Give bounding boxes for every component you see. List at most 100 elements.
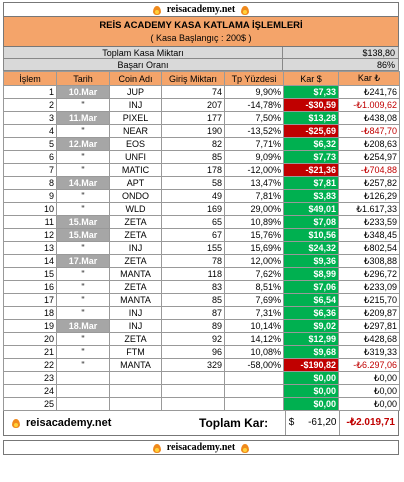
row-coin: ZETA bbox=[109, 332, 162, 346]
row-profit-tl: ₺438,08 bbox=[338, 111, 400, 125]
row-profit-tl: ₺297,81 bbox=[338, 319, 400, 333]
brand-bar-top: reisacademy.net bbox=[3, 2, 399, 17]
header-tp: Tp Yüzdesi bbox=[224, 71, 284, 86]
row-profit-usd: $6,54 bbox=[283, 293, 339, 307]
row-index: 24 bbox=[3, 384, 57, 398]
row-amount: 118 bbox=[161, 267, 225, 281]
row-date: " bbox=[56, 202, 110, 216]
row-date: " bbox=[56, 293, 110, 307]
row-amount bbox=[161, 397, 225, 411]
row-date: 11.Mar bbox=[56, 111, 110, 125]
row-amount: 190 bbox=[161, 124, 225, 138]
row-date: 10.Mar bbox=[56, 85, 110, 99]
row-index: 13 bbox=[3, 241, 57, 255]
row-profit-usd: $7,73 bbox=[283, 150, 339, 164]
row-date: " bbox=[56, 150, 110, 164]
row-tp-percent: 9,90% bbox=[224, 85, 284, 99]
row-coin: MANTA bbox=[109, 358, 162, 372]
row-profit-usd: $7,81 bbox=[283, 176, 339, 190]
flame-icon bbox=[152, 443, 161, 453]
row-profit-usd: -$30,59 bbox=[283, 98, 339, 112]
row-date: " bbox=[56, 332, 110, 346]
total-profit-usd-value: -61,20 bbox=[308, 417, 337, 428]
row-profit-usd: $9,36 bbox=[283, 254, 339, 268]
row-profit-tl: ₺215,70 bbox=[338, 293, 400, 307]
row-profit-tl: ₺428,68 bbox=[338, 332, 400, 346]
row-profit-usd: $9,68 bbox=[283, 345, 339, 359]
row-coin: MANTA bbox=[109, 293, 162, 307]
row-date: " bbox=[56, 189, 110, 203]
row-index: 8 bbox=[3, 176, 57, 190]
row-index: 5 bbox=[3, 137, 57, 151]
table-row: 9 " ONDO 49 7,81% $3,83 ₺126,29 bbox=[3, 189, 400, 203]
row-profit-tl: -₺1.009,62 bbox=[338, 98, 400, 112]
header-coin: Coin Adı bbox=[109, 71, 162, 86]
row-profit-usd: $12,99 bbox=[283, 332, 339, 346]
table-row: 5 12.Mar EOS 82 7,71% $6,32 ₺208,63 bbox=[3, 137, 400, 151]
row-profit-tl: ₺0,00 bbox=[338, 371, 400, 385]
header-kar-usd: Kar $ bbox=[283, 71, 339, 86]
row-coin bbox=[109, 384, 162, 398]
row-index: 11 bbox=[3, 215, 57, 229]
row-coin bbox=[109, 371, 162, 385]
row-coin: INJ bbox=[109, 319, 162, 333]
row-profit-tl: ₺126,29 bbox=[338, 189, 400, 203]
row-profit-usd: $7,33 bbox=[283, 85, 339, 99]
table-row: 20 " ZETA 92 14,12% $12,99 ₺428,68 bbox=[3, 332, 400, 346]
row-date: " bbox=[56, 280, 110, 294]
row-coin: ZETA bbox=[109, 228, 162, 242]
row-coin: INJ bbox=[109, 241, 162, 255]
row-tp-percent: -14,78% bbox=[224, 98, 284, 112]
row-index: 23 bbox=[3, 371, 57, 385]
row-profit-usd: $6,36 bbox=[283, 306, 339, 320]
total-balance-label: Toplam Kasa Miktarı bbox=[3, 47, 283, 59]
row-tp-percent: 10,08% bbox=[224, 345, 284, 359]
row-amount: 82 bbox=[161, 137, 225, 151]
table-row: 10 " WLD 169 29,00% $49,01 ₺1.617,33 bbox=[3, 202, 400, 216]
row-amount: 49 bbox=[161, 189, 225, 203]
row-coin: ZETA bbox=[109, 215, 162, 229]
row-profit-tl: -₺6.297,06 bbox=[338, 358, 400, 372]
table-row: 6 " UNFI 85 9,09% $7,73 ₺254,97 bbox=[3, 150, 400, 164]
table-row: 11 15.Mar ZETA 65 10,89% $7,08 ₺233,59 bbox=[3, 215, 400, 229]
row-index: 6 bbox=[3, 150, 57, 164]
table-row: 15 " MANTA 118 7,62% $8,99 ₺296,72 bbox=[3, 267, 400, 281]
flame-icon bbox=[241, 5, 250, 15]
row-tp-percent: 7,62% bbox=[224, 267, 284, 281]
flame-icon bbox=[152, 5, 161, 15]
header-tarih: Tarih bbox=[56, 71, 110, 86]
row-profit-usd: $8,99 bbox=[283, 267, 339, 281]
row-index: 3 bbox=[3, 111, 57, 125]
row-tp-percent: -12,00% bbox=[224, 163, 284, 177]
currency-symbol: $ bbox=[288, 417, 295, 428]
table-row: 21 " FTM 96 10,08% $9,68 ₺319,33 bbox=[3, 345, 400, 359]
brand-text: reisacademy.net bbox=[166, 4, 236, 15]
row-tp-percent: 15,76% bbox=[224, 228, 284, 242]
row-profit-tl: ₺209,87 bbox=[338, 306, 400, 320]
row-tp-percent: 7,71% bbox=[224, 137, 284, 151]
row-tp-percent: -13,52% bbox=[224, 124, 284, 138]
table-row: 12 15.Mar ZETA 67 15,76% $10,56 ₺348,45 bbox=[3, 228, 400, 242]
table-row: 23 $0,00 ₺0,00 bbox=[3, 371, 400, 385]
row-profit-tl: ₺348,45 bbox=[338, 228, 400, 242]
row-date: 12.Mar bbox=[56, 137, 110, 151]
row-date: " bbox=[56, 267, 110, 281]
row-amount: 155 bbox=[161, 241, 225, 255]
table-row: 13 " INJ 155 15,69% $24,32 ₺802,54 bbox=[3, 241, 400, 255]
row-index: 7 bbox=[3, 163, 57, 177]
table-row: 7 " MATIC 178 -12,00% -$21,36 -₺704,88 bbox=[3, 163, 400, 177]
row-coin bbox=[109, 397, 162, 411]
row-amount: 58 bbox=[161, 176, 225, 190]
row-index: 2 bbox=[3, 98, 57, 112]
row-profit-usd: $13,28 bbox=[283, 111, 339, 125]
row-amount: 169 bbox=[161, 202, 225, 216]
row-date: " bbox=[56, 345, 110, 359]
flame-icon bbox=[12, 418, 20, 428]
success-rate-label: Başarı Oranı bbox=[3, 59, 283, 71]
trades-table: İşlem Tarih Coin Adı Giriş Miktarı Tp Yü… bbox=[3, 71, 400, 411]
row-index: 17 bbox=[3, 293, 57, 307]
row-profit-usd: $3,83 bbox=[283, 189, 339, 203]
row-amount: 78 bbox=[161, 254, 225, 268]
row-coin: WLD bbox=[109, 202, 162, 216]
header-kar-tl: Kar ₺ bbox=[338, 71, 400, 86]
